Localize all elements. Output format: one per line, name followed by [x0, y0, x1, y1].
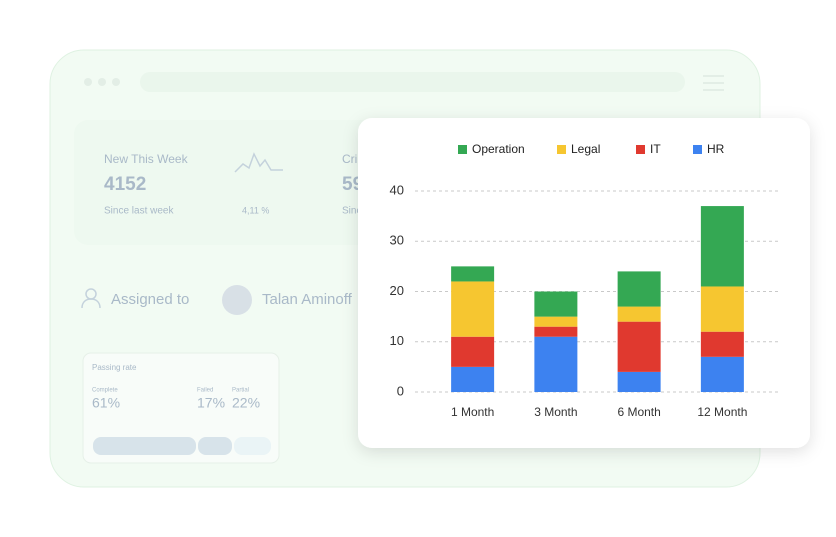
address-bar [140, 72, 685, 92]
passing-item-value: 22% [232, 395, 260, 411]
bar-segment [700, 206, 744, 287]
x-tick-label: 12 Month [697, 405, 747, 419]
bar-segment [617, 271, 661, 307]
dot [84, 78, 92, 86]
avatar [222, 285, 252, 315]
chart: 0 10 20 30 40 Operation Legal IT HR 1 Month 3 Mont… [390, 142, 780, 419]
progress [93, 437, 196, 455]
stat-value: 4152 [104, 174, 146, 195]
passing-item-label: Complete [92, 388, 118, 394]
stat-value: 59 [342, 174, 363, 195]
bar-segment [534, 326, 578, 337]
bar-segment [617, 306, 661, 322]
legend-label: Legal [571, 142, 600, 156]
passing-title: Passing rate [92, 363, 137, 372]
bar-segment [700, 286, 744, 332]
stat-label: Cri [342, 152, 357, 166]
assigned-label: Assigned to [111, 291, 189, 308]
passing-item-value: 17% [197, 395, 225, 411]
x-tick-label: 3 Month [534, 405, 577, 419]
stat-change: 4,11 % [242, 205, 269, 215]
y-tick-label: 40 [390, 182, 404, 197]
stat-note: Sinc [342, 206, 361, 217]
passing-card [82, 352, 280, 464]
x-tick-label: 1 Month [451, 405, 494, 419]
stat-label: New This Week [104, 152, 189, 166]
y-tick-label: 0 [397, 383, 404, 398]
user-icon [81, 298, 101, 309]
progress [198, 437, 232, 455]
stats-card [74, 120, 374, 245]
bar-segment [451, 266, 495, 282]
passing-item-label: Failed [197, 388, 213, 394]
legend-label: Operation [472, 142, 525, 156]
stat-note: Since last week [104, 206, 174, 217]
y-tick-label: 20 [390, 283, 404, 298]
legend-label: HR [707, 142, 725, 156]
bar-segment [617, 321, 661, 372]
bar-segment [617, 371, 661, 392]
passing-item-label: Partial [232, 388, 249, 394]
legend-swatch [693, 145, 702, 154]
bar-segment [534, 316, 578, 327]
dot [112, 78, 120, 86]
legend-swatch [636, 145, 645, 154]
bar-segment [700, 331, 744, 357]
legend-label: IT [650, 142, 661, 156]
assignee-name: Talan Aminoff [262, 291, 353, 308]
menu-icon [703, 75, 724, 91]
y-tick-label: 10 [390, 333, 404, 348]
x-tick-label: 6 Month [617, 405, 660, 419]
bar-segment [700, 356, 744, 392]
sparkline [234, 152, 283, 173]
bar-segment [451, 336, 495, 367]
progress [234, 437, 271, 455]
legend-swatch [557, 145, 566, 154]
y-tick-label: 30 [390, 233, 404, 248]
dot [98, 78, 106, 86]
bar-segment [534, 336, 578, 392]
bar-segment [534, 291, 578, 317]
passing-item-value: 61% [92, 395, 120, 411]
legend-swatch [458, 145, 467, 154]
bar-segment [451, 366, 495, 392]
bar-segment [451, 281, 495, 337]
